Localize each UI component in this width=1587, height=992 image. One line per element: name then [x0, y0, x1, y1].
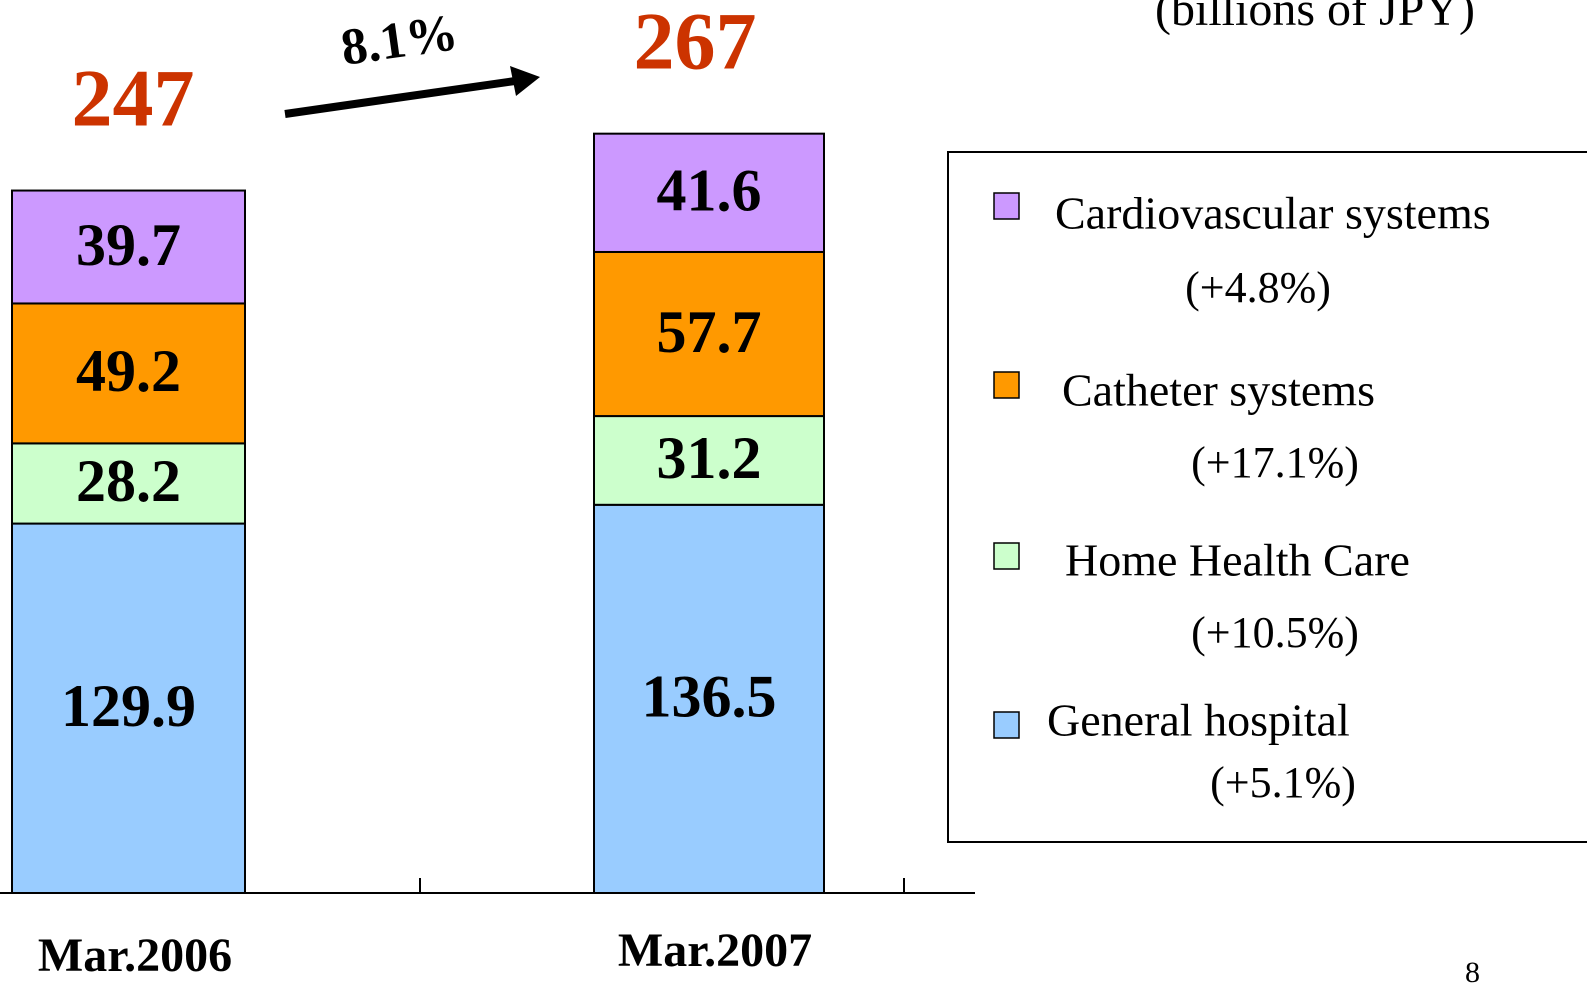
- legend-swatch: [993, 711, 1020, 739]
- legend-swatch: [993, 371, 1020, 399]
- bar-segment: [11, 522, 246, 895]
- legend-label: Home Health Care: [1065, 535, 1410, 586]
- bar-segment: [593, 415, 825, 506]
- growth-arrow-head: [510, 66, 540, 96]
- value-label: 57.7: [657, 299, 762, 365]
- legend-label: Catheter systems: [1062, 365, 1375, 416]
- total-label: 267: [634, 0, 757, 86]
- bar-segment: [11, 189, 246, 305]
- page-number: 8: [1465, 956, 1480, 989]
- unit-note: (billions of JPY): [1155, 0, 1475, 36]
- total-label: 247: [72, 52, 195, 143]
- x-tick-label: Mar.2006: [38, 929, 232, 982]
- x-tick-label: Mar.2007: [618, 924, 812, 977]
- value-label: 39.7: [76, 212, 181, 278]
- value-label: 129.9: [61, 673, 196, 739]
- value-label: 28.2: [76, 448, 181, 514]
- value-label: 49.2: [76, 338, 181, 404]
- legend-label: General hospital: [1047, 695, 1350, 746]
- legend-growth: (+17.1%): [1191, 438, 1359, 487]
- bar-segment: [11, 442, 246, 525]
- value-label: 136.5: [642, 664, 777, 730]
- legend-growth: (+4.8%): [1185, 263, 1331, 312]
- bar-segment: [11, 302, 246, 445]
- legend-box: [947, 151, 1587, 843]
- legend-swatch: [993, 192, 1020, 220]
- bar-segment: [593, 503, 825, 894]
- bar-segment: [593, 132, 825, 253]
- value-label: 31.2: [657, 425, 762, 491]
- legend-growth: (+5.1%): [1210, 758, 1356, 807]
- growth-arrow: [284, 77, 516, 118]
- legend-growth: (+10.5%): [1191, 608, 1359, 657]
- legend-label: Cardiovascular systems: [1055, 188, 1491, 239]
- value-label: 41.6: [657, 158, 762, 224]
- legend-swatch: [993, 542, 1020, 570]
